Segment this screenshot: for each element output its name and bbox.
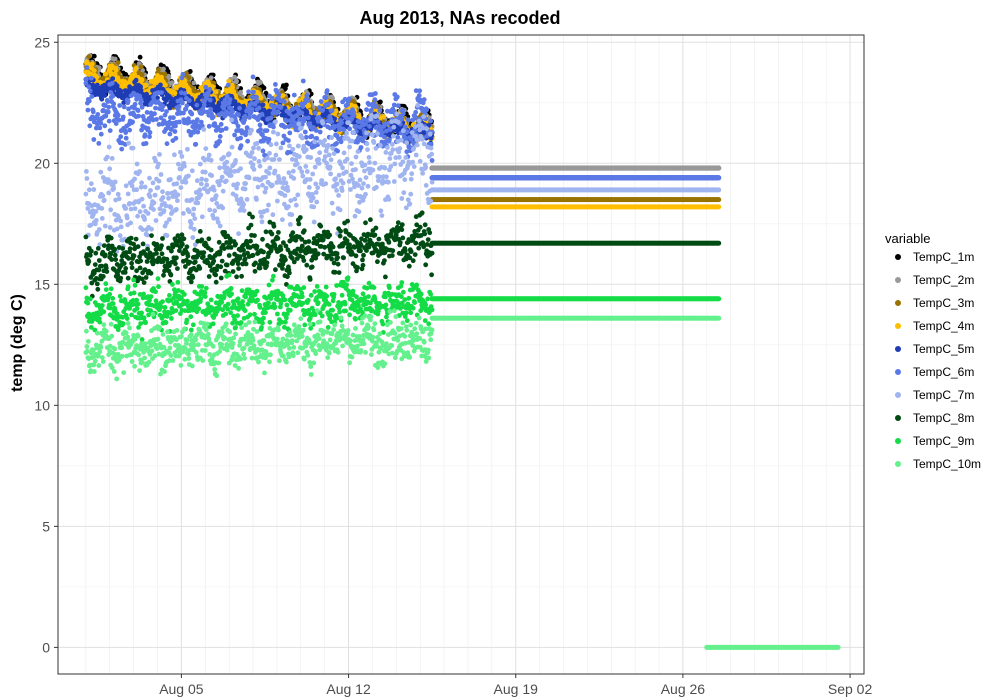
data-point — [87, 123, 93, 129]
data-point — [113, 67, 119, 73]
data-point — [234, 78, 240, 84]
data-point — [169, 80, 175, 86]
data-point — [187, 69, 193, 74]
data-point — [238, 89, 244, 95]
data-point — [186, 75, 192, 81]
data-point — [133, 65, 139, 71]
data-point — [84, 65, 90, 70]
data-point — [260, 102, 266, 108]
data-point — [137, 54, 143, 60]
data-point — [115, 60, 121, 65]
data-point — [716, 197, 722, 203]
data-point — [86, 98, 92, 104]
data-point — [99, 96, 105, 102]
data-point — [86, 54, 92, 60]
data-point — [139, 72, 145, 78]
data-point — [258, 80, 263, 85]
data-point — [263, 90, 269, 96]
data-point — [161, 66, 166, 72]
data-point — [230, 85, 236, 90]
data-point — [284, 82, 289, 88]
data-point — [102, 93, 108, 98]
data-point — [381, 114, 387, 119]
data-point — [163, 82, 168, 88]
data-point — [716, 165, 722, 171]
data-points — [83, 53, 841, 650]
data-point — [91, 68, 97, 73]
data-point — [716, 204, 722, 210]
data-point — [156, 67, 161, 73]
data-point — [191, 80, 197, 86]
data-point — [158, 82, 163, 88]
data-point — [280, 93, 286, 98]
chart-title: Aug 2013, NAs recoded — [359, 8, 560, 28]
data-point — [86, 84, 92, 90]
data-point — [138, 64, 144, 70]
data-point — [308, 91, 314, 97]
data-point — [208, 75, 214, 81]
data-point — [133, 77, 139, 83]
data-point — [213, 89, 219, 95]
grid — [58, 35, 864, 674]
data-point — [84, 76, 89, 82]
data-point — [139, 77, 145, 83]
data-point — [261, 85, 267, 91]
data-point — [232, 74, 238, 80]
data-point — [89, 61, 95, 67]
data-point — [306, 103, 312, 109]
data-point — [85, 107, 91, 113]
data-point — [166, 74, 172, 80]
data-point — [143, 82, 149, 88]
plot-background — [58, 35, 864, 674]
data-point — [110, 76, 116, 81]
data-point — [112, 56, 118, 62]
data-point — [91, 53, 97, 59]
data-point — [378, 99, 383, 105]
y-axis-label: temp (deg C) — [9, 294, 26, 392]
